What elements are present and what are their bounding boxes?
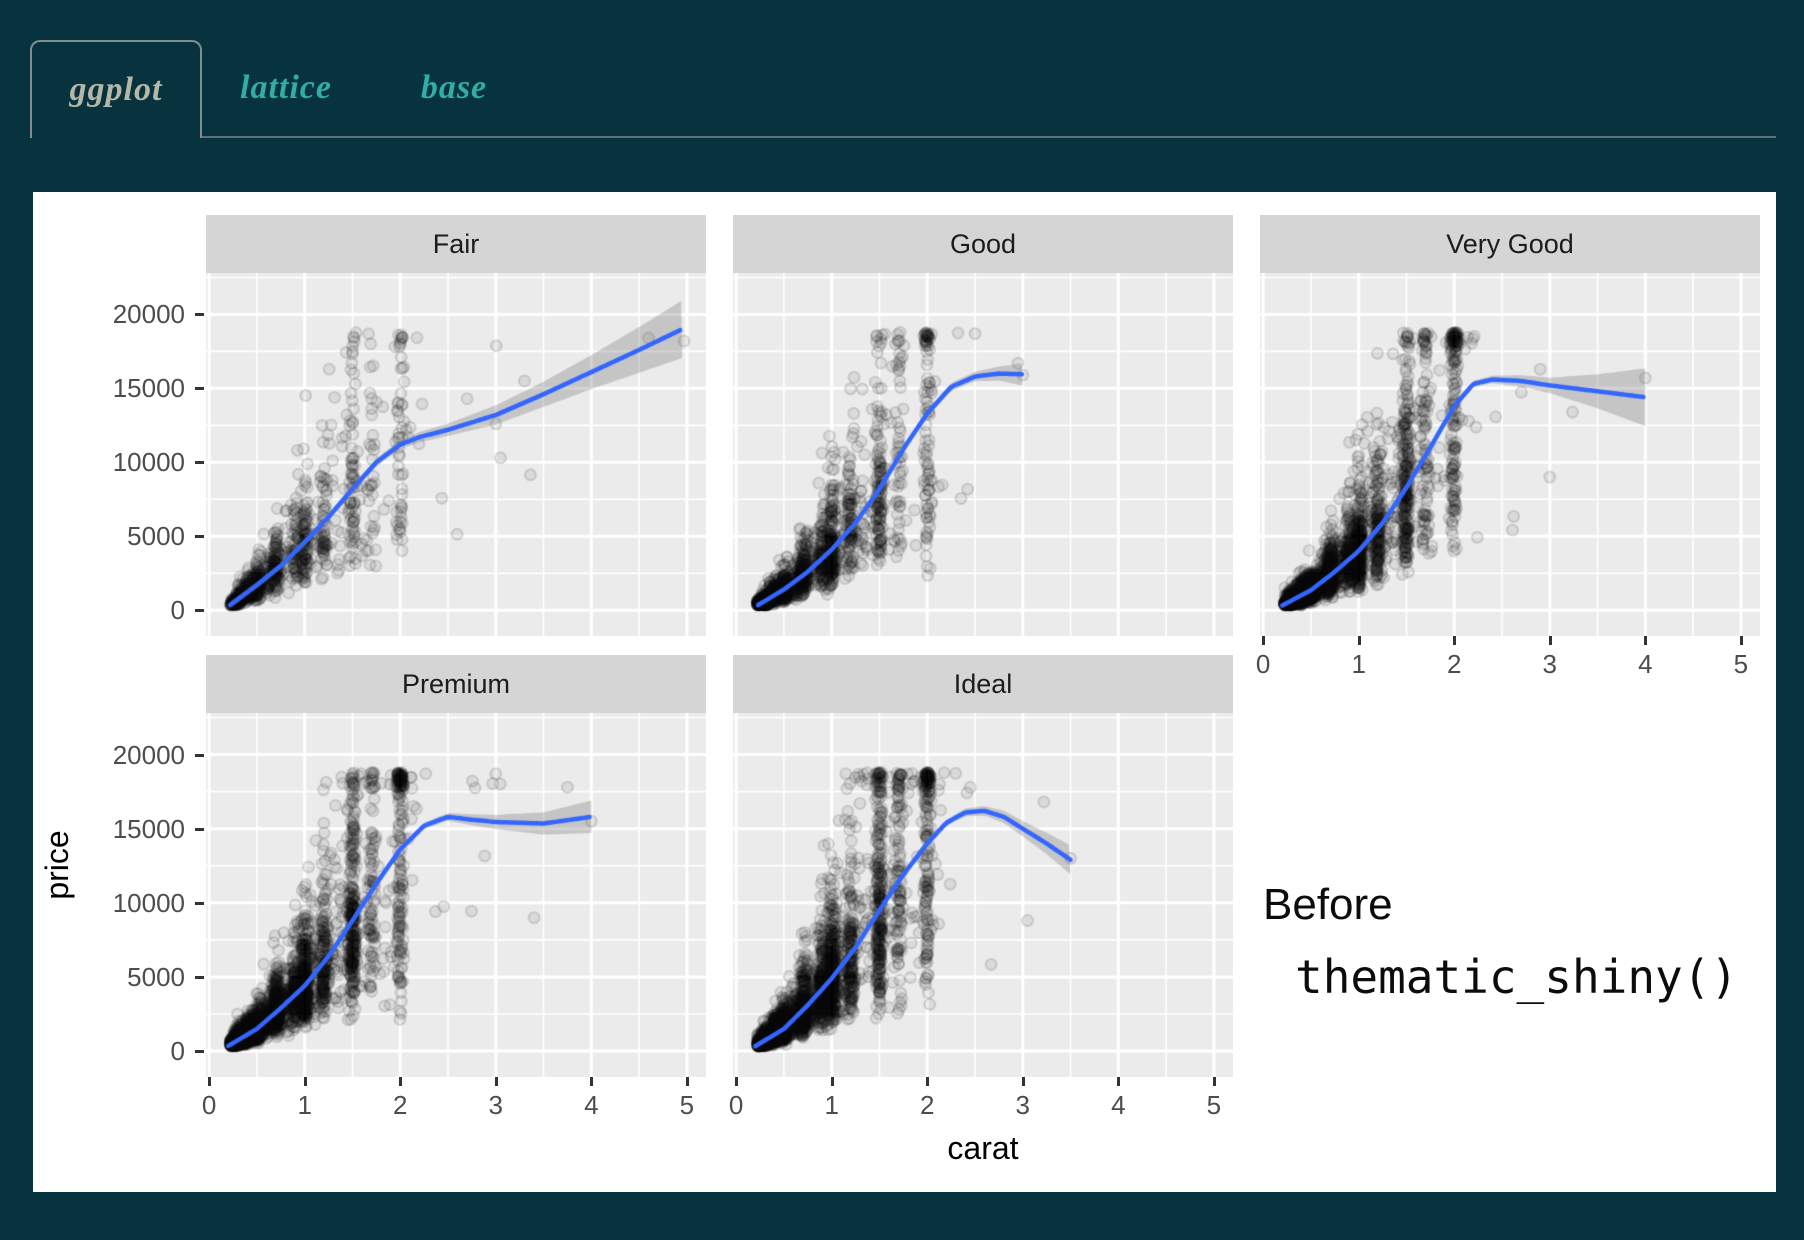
facet-panel-premium: [206, 713, 706, 1077]
y-tick-label: 15000: [112, 373, 185, 404]
x-tick-mark: [1021, 1077, 1025, 1086]
facet-panel-good: [733, 273, 1233, 636]
y-tick-mark: [195, 387, 204, 391]
tab-ggplot[interactable]: ggplot: [30, 40, 202, 138]
y-tick-mark: [195, 313, 204, 317]
x-tick-mark: [926, 1077, 930, 1086]
x-tick-mark: [303, 1077, 307, 1086]
x-tick-label: 0: [728, 1090, 744, 1120]
x-tick-mark: [399, 1077, 403, 1086]
y-tick-label: 0: [170, 595, 185, 626]
y-tick-mark: [195, 461, 204, 465]
x-tick-label: 2: [920, 1090, 935, 1120]
x-tick-mark: [685, 1077, 689, 1086]
x-tick-mark: [1739, 636, 1743, 645]
facet-panel-fair: [206, 273, 706, 636]
x-tick-mark: [830, 1077, 834, 1086]
facet-strip-fair: Fair: [206, 215, 706, 273]
x-tick-label: 3: [488, 1090, 504, 1120]
annotation-thematic-shiny: thematic_shiny(): [1295, 950, 1739, 1004]
x-tick-label: 5: [1206, 1090, 1222, 1120]
y-tick-label: 15000: [112, 813, 185, 844]
x-tick-mark: [1212, 1077, 1216, 1086]
x-tick-label: 5: [679, 1090, 695, 1120]
x-tick-label: 2: [393, 1090, 408, 1120]
tab-bar: ggplot lattice base: [30, 40, 1776, 138]
x-tick-label: 4: [584, 1090, 599, 1120]
y-tick-mark: [195, 535, 204, 539]
facet-strip-premium: Premium: [206, 655, 706, 713]
tab-base[interactable]: base: [370, 40, 538, 136]
facet-panel-very-good: [1260, 273, 1760, 636]
y-tick-mark: [195, 609, 204, 613]
y-tick-label: 20000: [112, 739, 185, 770]
x-tick-mark: [208, 1077, 212, 1086]
x-tick-label: 0: [201, 1090, 217, 1120]
y-tick-label: 0: [170, 1036, 185, 1067]
y-tick-mark: [195, 901, 204, 905]
y-tick-mark: [195, 975, 204, 979]
x-tick-mark: [735, 1077, 739, 1086]
x-tick-label: 3: [1542, 649, 1558, 679]
facet-strip-ideal: Ideal: [733, 655, 1233, 713]
facet-strip-good: Good: [733, 215, 1233, 273]
y-tick-label: 10000: [112, 447, 185, 478]
x-tick-mark: [590, 1077, 594, 1086]
facet-canvas-very-good: [1260, 273, 1760, 636]
x-tick-label: 1: [1351, 649, 1366, 679]
y-tick-mark: [195, 827, 204, 831]
x-tick-label: 5: [1733, 649, 1749, 679]
facet-strip-very-good: Very Good: [1260, 215, 1760, 273]
facet-canvas-fair: [206, 273, 706, 636]
x-tick-label: 2: [1447, 649, 1462, 679]
x-tick-mark: [494, 1077, 498, 1086]
x-tick-mark: [1644, 636, 1648, 645]
facet-canvas-good: [733, 273, 1233, 636]
tab-lattice[interactable]: lattice: [202, 40, 370, 136]
y-tick-label: 20000: [112, 299, 185, 330]
y-tick-mark: [195, 753, 204, 757]
x-axis-title: carat: [947, 1130, 1019, 1166]
facet-panel-ideal: [733, 713, 1233, 1077]
x-tick-label: 1: [824, 1090, 839, 1120]
y-tick-label: 10000: [112, 887, 185, 918]
x-tick-mark: [1262, 636, 1266, 645]
x-tick-mark: [1117, 1077, 1121, 1086]
plot-card: price carat Before thematic_shiny() 0 500…: [33, 192, 1776, 1192]
x-tick-label: 4: [1111, 1090, 1126, 1120]
x-tick-mark: [1548, 636, 1552, 645]
facet-canvas-ideal: [733, 713, 1233, 1077]
x-tick-mark: [1453, 636, 1457, 645]
x-tick-label: 1: [297, 1090, 312, 1120]
facet-canvas-premium: [206, 713, 706, 1077]
y-tick-mark: [195, 1050, 204, 1054]
y-axis-title: price: [38, 830, 75, 900]
y-tick-label: 5000: [127, 961, 185, 992]
x-tick-label: 4: [1638, 649, 1653, 679]
x-tick-label: 0: [1255, 649, 1271, 679]
x-tick-mark: [1357, 636, 1361, 645]
y-tick-label: 5000: [127, 521, 185, 552]
x-tick-label: 3: [1015, 1090, 1031, 1120]
annotation-before: Before: [1263, 880, 1393, 929]
